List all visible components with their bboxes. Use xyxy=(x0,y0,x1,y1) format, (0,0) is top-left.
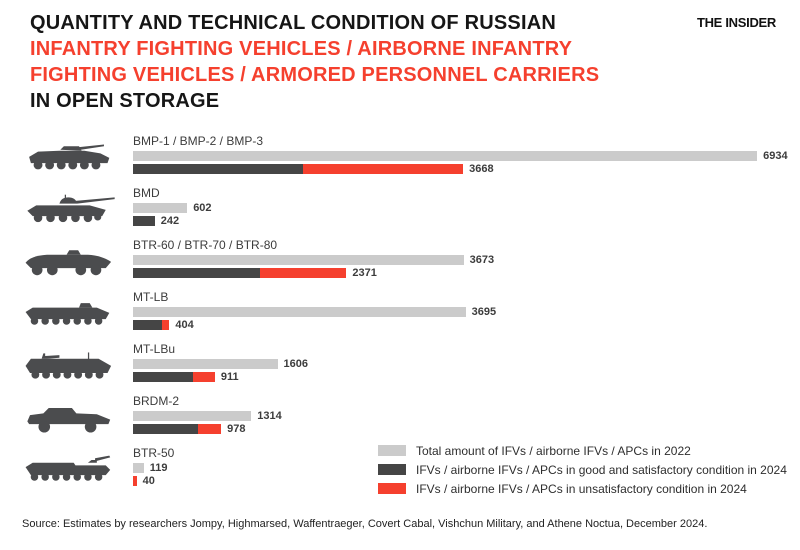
legend-label: IFVs / airborne IFVs / APCs in unsatisfa… xyxy=(416,481,747,496)
bar-segment-good xyxy=(133,268,260,278)
chart-row: BTR-50 119 40 xyxy=(15,446,800,498)
bar-total-2022 xyxy=(133,411,252,421)
value-label-2024: 40 xyxy=(142,474,155,487)
brand-logo: THE INSIDER xyxy=(696,15,776,30)
btr50-vehicle-silhouette-icon xyxy=(15,446,127,498)
legend-label: IFVs / airborne IFVs / APCs in good and … xyxy=(416,462,787,477)
legend-swatch-total-2022 xyxy=(378,445,406,456)
bar-segment-good xyxy=(133,372,193,382)
bar-segment-unsatisfactory xyxy=(259,268,347,278)
chart-row: BMD 602 242 xyxy=(15,186,800,238)
chart-legend: Total amount of IFVs / airborne IFVs / A… xyxy=(378,441,787,498)
bmd-vehicle-silhouette-icon xyxy=(15,186,127,238)
title-line-4: IN OPEN STORAGE xyxy=(30,90,220,112)
value-label-2022: 1314 xyxy=(257,409,282,422)
bar-2024-stacked xyxy=(133,476,137,486)
bar-segment-good xyxy=(133,216,155,226)
bar-total-2022 xyxy=(133,203,188,213)
value-label-2024: 404 xyxy=(175,318,194,331)
bar-total-2022 xyxy=(133,151,758,161)
bar-2024-stacked xyxy=(133,320,170,330)
bmp-vehicle-silhouette-icon xyxy=(15,134,127,186)
bar-segment-unsatisfactory xyxy=(192,372,215,382)
source-attribution: Source: Estimates by researchers Jompy, … xyxy=(22,518,708,530)
chart-title: QUANTITY AND TECHNICAL CONDITION OF RUSS… xyxy=(30,10,599,114)
value-label-2024: 3668 xyxy=(469,162,494,175)
chart-row: BTR-60 / BTR-70 / BTR-80 3673 2371 xyxy=(15,238,800,290)
bar-chart: BMP-1 / BMP-2 / BMP-3 6934 3668 xyxy=(15,134,800,498)
value-label-2022: 3695 xyxy=(471,305,497,318)
btr80-vehicle-silhouette-icon xyxy=(15,238,127,290)
category-label: BRDM-2 xyxy=(133,394,180,408)
bar-segment-unsatisfactory xyxy=(162,320,170,330)
value-label-2022: 119 xyxy=(149,461,168,474)
mtlbu-vehicle-silhouette-icon xyxy=(15,342,127,394)
value-label-2024: 2371 xyxy=(352,266,377,279)
category-label: BMP-1 / BMP-2 / BMP-3 xyxy=(133,134,264,148)
brdm2-vehicle-silhouette-icon xyxy=(15,394,127,446)
bar-total-2022 xyxy=(133,307,466,317)
category-label: MT-LB xyxy=(133,290,169,304)
title-line-2: INFANTRY FIGHTING VEHICLES / AIRBORNE IN… xyxy=(30,38,573,60)
value-label-2022: 6934 xyxy=(763,149,788,162)
bar-segment-good xyxy=(133,424,199,434)
value-label-2022: 602 xyxy=(193,201,212,214)
bar-total-2022 xyxy=(133,255,464,265)
bar-segment-unsatisfactory xyxy=(303,164,464,174)
category-label: MT-LBu xyxy=(133,342,176,356)
chart-row: MT-LBu 1606 911 xyxy=(15,342,800,394)
category-label: BTR-60 / BTR-70 / BTR-80 xyxy=(133,238,278,252)
bar-segment-good xyxy=(133,164,304,174)
bar-total-2022 xyxy=(133,359,278,369)
bar-2024-stacked xyxy=(133,164,464,174)
bar-segment-good xyxy=(133,320,163,330)
value-label-2024: 242 xyxy=(160,214,180,227)
chart-row: MT-LB 3695 404 xyxy=(15,290,800,342)
legend-label: Total amount of IFVs / airborne IFVs / A… xyxy=(416,443,691,458)
value-label-2024: 978 xyxy=(227,422,246,435)
legend-item: IFVs / airborne IFVs / APCs in good and … xyxy=(378,460,787,479)
legend-item: Total amount of IFVs / airborne IFVs / A… xyxy=(378,441,787,460)
bar-2024-stacked xyxy=(133,268,347,278)
category-label: BTR-50 xyxy=(133,446,175,460)
mtlb-vehicle-silhouette-icon xyxy=(15,290,127,342)
bar-segment-unsatisfactory xyxy=(133,476,137,486)
value-label-2022: 3673 xyxy=(469,253,495,266)
bar-2024-stacked xyxy=(133,424,222,434)
title-line-1: QUANTITY AND TECHNICAL CONDITION OF RUSS… xyxy=(30,12,557,34)
bar-2024-stacked xyxy=(133,216,155,226)
value-label-2024: 911 xyxy=(220,370,239,383)
chart-row: BMP-1 / BMP-2 / BMP-3 6934 3668 xyxy=(15,134,800,186)
title-line-3: FIGHTING VEHICLES / ARMORED PERSONNEL CA… xyxy=(30,64,600,86)
value-label-2022: 1606 xyxy=(283,357,308,370)
bar-segment-unsatisfactory xyxy=(198,424,222,434)
bar-total-2022 xyxy=(133,463,144,473)
chart-row: BRDM-2 1314 978 xyxy=(15,394,800,446)
category-label: BMD xyxy=(133,186,160,200)
legend-swatch-unsatisfactory-2024 xyxy=(378,483,406,494)
legend-item: IFVs / airborne IFVs / APCs in unsatisfa… xyxy=(378,479,787,498)
legend-swatch-good-2024 xyxy=(378,464,406,475)
bar-2024-stacked xyxy=(133,372,215,382)
